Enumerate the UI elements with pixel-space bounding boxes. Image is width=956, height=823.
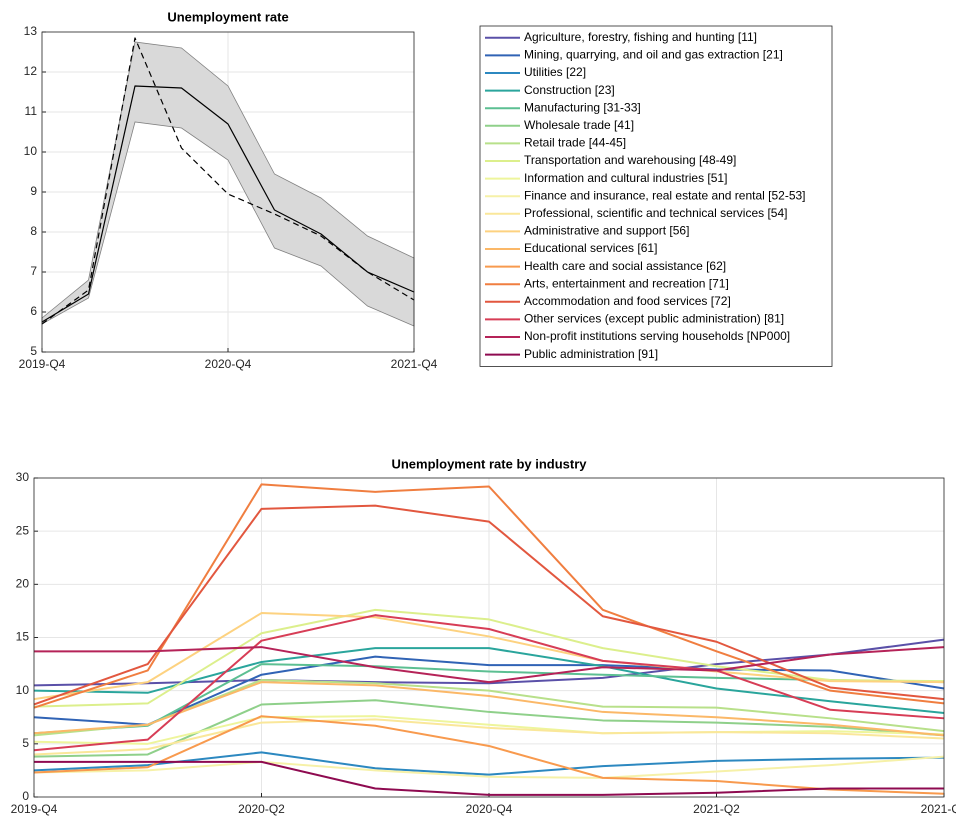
y-tick-label: 30 <box>16 470 30 484</box>
series-line <box>33 655 945 726</box>
x-tick-label: 2020-Q4 <box>205 357 252 371</box>
legend-text: Information and cultural industries [51] <box>524 171 727 185</box>
x-tick-label: 2021-Q2 <box>693 802 740 816</box>
legend-text: Public administration [91] <box>524 347 658 361</box>
series-line <box>33 718 945 756</box>
y-tick-label: 6 <box>30 304 37 318</box>
y-tick-label: 13 <box>24 24 38 38</box>
axes-box <box>33 477 945 798</box>
x-tick-label: 2019-Q4 <box>19 357 66 371</box>
legend-text: Accommodation and food services [72] <box>524 294 731 308</box>
axes-box <box>41 31 415 353</box>
legend-text: Other services (except public administra… <box>524 312 784 326</box>
x-tick-label: 2021-Q4 <box>921 802 956 816</box>
y-tick-label: 20 <box>16 577 30 591</box>
legend-box <box>479 25 833 367</box>
series-line <box>33 715 945 795</box>
y-tick-label: 9 <box>30 184 37 198</box>
legend-text: Educational services [61] <box>524 241 657 255</box>
legend-text: Administrative and support [56] <box>524 224 689 238</box>
legend-text: Finance and insurance, real estate and r… <box>524 188 806 202</box>
series-line <box>33 681 945 737</box>
legend-text: Mining, quarrying, and oil and gas extra… <box>524 48 783 62</box>
x-tick-label: 2021-Q4 <box>391 357 438 371</box>
series-line <box>33 663 945 735</box>
y-tick-label: 10 <box>24 144 38 158</box>
y-tick-label: 7 <box>30 264 37 278</box>
legend-text: Construction [23] <box>524 83 615 97</box>
y-tick-label: 5 <box>22 736 29 750</box>
series-line <box>33 715 945 745</box>
legend-text: Transportation and warehousing [48-49] <box>524 153 736 167</box>
series-line <box>34 760 944 796</box>
chart-title: Unemployment rate <box>167 9 288 24</box>
y-tick-label: 8 <box>30 224 37 238</box>
y-tick-label: 11 <box>25 104 38 118</box>
series-line <box>33 483 945 709</box>
series-line <box>33 504 945 706</box>
series-line <box>41 85 415 323</box>
series-line <box>33 608 945 708</box>
y-tick-label: 0 <box>22 789 29 803</box>
legend-text: Utilities [22] <box>524 65 586 79</box>
series-line <box>33 699 945 758</box>
series-line <box>33 755 945 779</box>
legend-text: Agriculture, forestry, fishing and hunti… <box>524 30 757 44</box>
chart-title: Unemployment rate by industry <box>391 456 587 471</box>
y-tick-label: 10 <box>16 683 30 697</box>
legend-text: Retail trade [44-45] <box>524 136 626 150</box>
series-line <box>33 614 945 752</box>
legend-text: Professional, scientific and technical s… <box>524 206 787 220</box>
x-tick-label: 2020-Q4 <box>466 802 513 816</box>
y-tick-label: 12 <box>24 64 38 78</box>
legend-text: Wholesale trade [41] <box>524 118 634 132</box>
y-tick-label: 5 <box>30 344 37 358</box>
x-tick-label: 2019-Q4 <box>11 802 58 816</box>
series-line <box>41 37 415 325</box>
legend-text: Manufacturing [31-33] <box>524 100 641 114</box>
y-tick-label: 25 <box>16 523 30 537</box>
legend-text: Arts, entertainment and recreation [71] <box>524 276 729 290</box>
x-tick-label: 2020-Q2 <box>238 802 285 816</box>
series-line <box>33 751 945 776</box>
legend-text: Non-profit institutions serving househol… <box>524 329 790 343</box>
legend-text: Health care and social assistance [62] <box>524 259 726 273</box>
series-line <box>34 646 945 684</box>
y-tick-label: 15 <box>16 630 30 644</box>
